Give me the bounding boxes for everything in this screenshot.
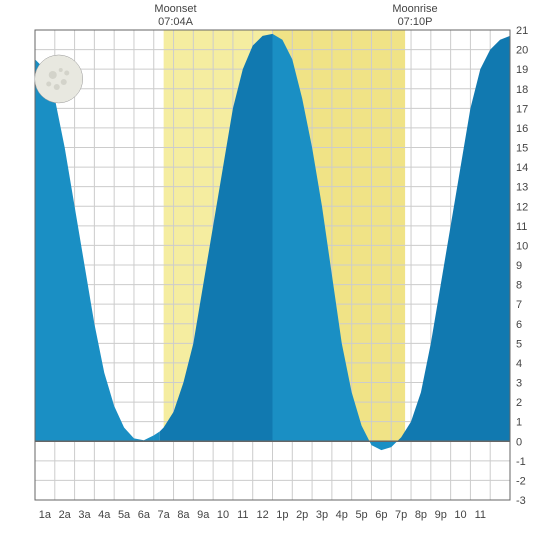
svg-text:20: 20 [516, 45, 528, 57]
svg-text:4: 4 [516, 358, 522, 370]
svg-text:-1: -1 [516, 456, 526, 468]
svg-text:3: 3 [516, 378, 522, 390]
svg-text:3p: 3p [316, 509, 328, 521]
svg-text:5p: 5p [355, 509, 367, 521]
svg-text:-2: -2 [516, 475, 526, 487]
svg-text:17: 17 [516, 103, 528, 115]
tide-chart: -3-2-10123456789101112131415161718192021… [0, 0, 550, 550]
svg-text:11: 11 [516, 221, 527, 233]
svg-text:9a: 9a [197, 509, 210, 521]
svg-text:10: 10 [217, 509, 229, 521]
svg-text:7: 7 [516, 299, 522, 311]
svg-text:11: 11 [475, 509, 486, 521]
svg-text:07:04A: 07:04A [158, 16, 194, 28]
svg-text:6a: 6a [138, 509, 151, 521]
svg-text:11: 11 [237, 509, 248, 521]
svg-text:2a: 2a [59, 509, 72, 521]
svg-text:Moonset: Moonset [154, 3, 196, 15]
svg-text:18: 18 [516, 84, 528, 96]
svg-text:13: 13 [516, 182, 528, 194]
svg-text:8a: 8a [177, 509, 190, 521]
svg-text:7a: 7a [158, 509, 171, 521]
svg-text:9: 9 [516, 260, 522, 272]
svg-text:3a: 3a [78, 509, 91, 521]
svg-text:5: 5 [516, 338, 522, 350]
chart-svg: -3-2-10123456789101112131415161718192021… [0, 0, 550, 550]
svg-text:10: 10 [516, 240, 528, 252]
svg-text:-3: -3 [516, 495, 526, 507]
svg-text:4p: 4p [336, 509, 348, 521]
svg-text:7p: 7p [395, 509, 407, 521]
svg-text:21: 21 [516, 25, 528, 37]
svg-text:0: 0 [516, 436, 522, 448]
svg-text:12: 12 [256, 509, 268, 521]
svg-text:16: 16 [516, 123, 528, 135]
svg-text:Moonrise: Moonrise [392, 3, 437, 15]
svg-text:1a: 1a [39, 509, 52, 521]
svg-text:8: 8 [516, 280, 522, 292]
svg-text:8p: 8p [415, 509, 427, 521]
svg-text:6p: 6p [375, 509, 387, 521]
svg-text:07:10P: 07:10P [398, 16, 433, 28]
svg-text:14: 14 [516, 162, 528, 174]
svg-text:5a: 5a [118, 509, 131, 521]
svg-text:1p: 1p [276, 509, 288, 521]
svg-text:10: 10 [454, 509, 466, 521]
svg-text:19: 19 [516, 64, 528, 76]
svg-text:12: 12 [516, 201, 528, 213]
svg-text:1: 1 [516, 417, 522, 429]
svg-text:2: 2 [516, 397, 522, 409]
svg-text:2p: 2p [296, 509, 308, 521]
svg-text:4a: 4a [98, 509, 111, 521]
svg-text:15: 15 [516, 143, 528, 155]
svg-text:9p: 9p [435, 509, 447, 521]
svg-text:6: 6 [516, 319, 522, 331]
